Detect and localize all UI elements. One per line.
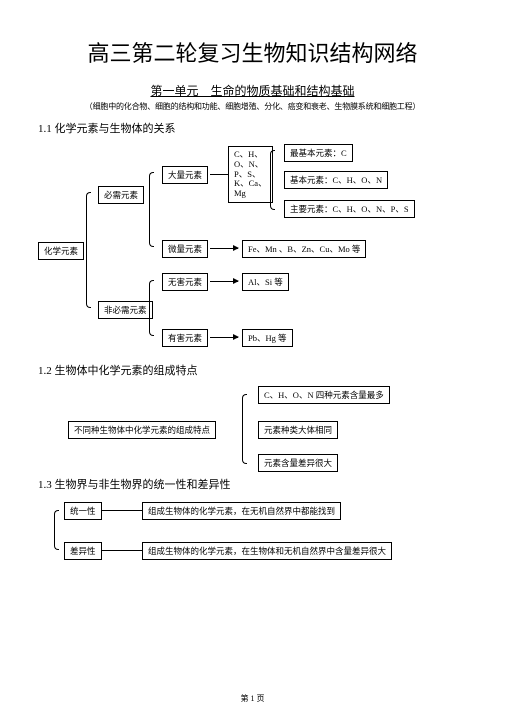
s2-p2-box: 元素种类大体相同 (258, 421, 338, 439)
s2-p3-box: 元素含量差异很大 (258, 454, 338, 472)
micro-ex-box: Fe、Mn 、B、Zn、Cu、Mo 等 (242, 240, 366, 258)
basic3-box: 主要元素：C、H、O、N、P、S (284, 200, 415, 218)
diagram-1-1: 化学元素 必需元素 非必需元素 大量元素 微量元素 无害元素 有害元素 C、H、… (38, 144, 467, 362)
diff-desc-box: 组成生物体的化学元素，在生物体和无机自然界中含量差异很大 (142, 542, 392, 560)
page-footer: 第 1 页 (0, 693, 505, 704)
basic1-box: 最基本元素：C (284, 144, 353, 162)
micro-box: 微量元素 (162, 240, 208, 258)
diagram-1-2: 不同种生物体中化学元素的组成特点 C、H、O、N 四种元素含量最多 元素种类大体… (38, 386, 467, 476)
harmful-ex-box: Pb、Hg 等 (242, 329, 293, 347)
elem-list-box: C、H、 O、N、 P、S、 K、Ca、 Mg (228, 146, 273, 203)
unity-desc-box: 组成生物体的化学元素，在无机自然界中都能找到 (142, 502, 341, 520)
diff-box: 差异性 (64, 542, 102, 560)
section-1-3-title: 1.3 生物界与非生物界的统一性和差异性 (38, 476, 467, 492)
section-1-2-title: 1.2 生物体中化学元素的组成特点 (38, 362, 467, 378)
basic2-box: 基本元素：C、H、O、N (284, 171, 388, 189)
root-box: 化学元素 (38, 242, 84, 260)
harmful-box: 有害元素 (162, 329, 208, 347)
unit-heading: 第一单元 生命的物质基础和结构基础 (38, 82, 467, 99)
nonessential-box: 非必需元素 (98, 301, 153, 319)
section-1-1-title: 1.1 化学元素与生物体的关系 (38, 120, 467, 136)
page-title: 高三第二轮复习生物知识结构网络 (38, 36, 467, 68)
unity-box: 统一性 (64, 502, 102, 520)
s2-p1-box: C、H、O、N 四种元素含量最多 (258, 386, 390, 404)
harmless-ex-box: Al、Si 等 (242, 273, 289, 291)
unit-sub: （细胞中的化合物、细胞的结构和功能、细胞增殖、分化、癌变和衰老、生物膜系统和细胞… (38, 101, 467, 112)
s2-root-box: 不同种生物体中化学元素的组成特点 (68, 421, 216, 439)
macro-box: 大量元素 (162, 166, 208, 184)
harmless-box: 无害元素 (162, 273, 208, 291)
diagram-1-3: 统一性 差异性 组成生物体的化学元素，在无机自然界中都能找到 组成生物体的化学元… (38, 500, 467, 578)
essential-box: 必需元素 (98, 186, 144, 204)
